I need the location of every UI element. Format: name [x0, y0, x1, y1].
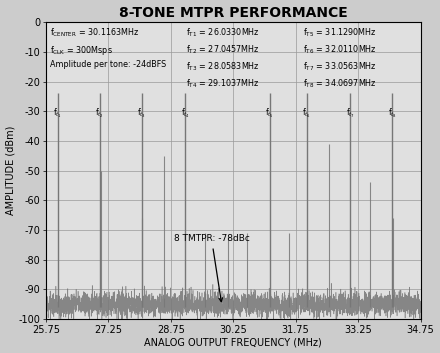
Y-axis label: AMPLITUDE (dBm): AMPLITUDE (dBm): [6, 126, 15, 215]
Text: f$_{t_7}$: f$_{t_7}$: [345, 107, 355, 120]
Text: f$_{t_8}$: f$_{t_8}$: [388, 107, 397, 120]
Text: f$_{t_4}$: f$_{t_4}$: [181, 107, 190, 120]
Text: f$_{t_6}$: f$_{t_6}$: [302, 107, 311, 120]
Text: f$_{t_5}$: f$_{t_5}$: [265, 107, 274, 120]
Title: 8-TONE MTPR PERFORMANCE: 8-TONE MTPR PERFORMANCE: [119, 6, 348, 19]
Text: f$_{t_3}$: f$_{t_3}$: [137, 107, 147, 120]
Text: 8 TMTPR: -78dBc: 8 TMTPR: -78dBc: [174, 234, 249, 301]
Text: f$_{t_1}$: f$_{t_1}$: [53, 107, 62, 120]
Text: f$_{t_2}$: f$_{t_2}$: [95, 107, 104, 120]
Text: f$_\mathrm{T1}$ = 26.0330MHz
f$_\mathrm{T2}$ = 27.0457MHz
f$_\mathrm{T3}$ = 28.0: f$_\mathrm{T1}$ = 26.0330MHz f$_\mathrm{…: [186, 26, 260, 90]
X-axis label: ANALOG OUTPUT FREQUENCY (MHz): ANALOG OUTPUT FREQUENCY (MHz): [144, 337, 322, 347]
Text: f$_\mathrm{CENTER}$ = 30.1163MHz
f$_\mathrm{CLK}$ = 300Msps
Amplitude per tone: : f$_\mathrm{CENTER}$ = 30.1163MHz f$_\mat…: [50, 26, 166, 69]
Text: f$_\mathrm{T5}$ = 31.1290MHz
f$_\mathrm{T6}$ = 32.0110MHz
f$_\mathrm{T7}$ = 33.0: f$_\mathrm{T5}$ = 31.1290MHz f$_\mathrm{…: [303, 26, 376, 90]
